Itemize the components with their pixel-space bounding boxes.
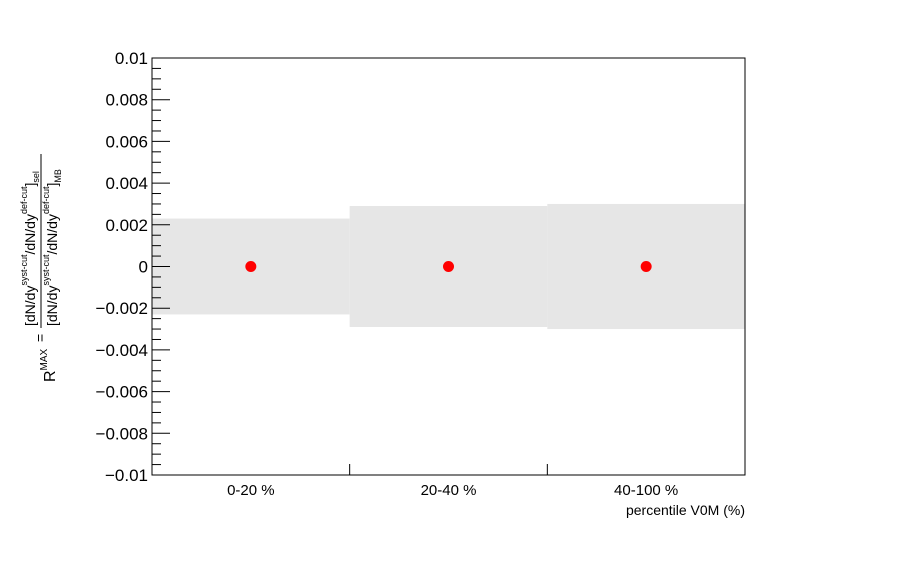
x-tick-label: 40-100 % <box>614 482 678 499</box>
y-tick-label: 0.006 <box>105 132 148 151</box>
y-tick-label: 0.002 <box>105 216 148 235</box>
y-tick-labels: 0.01 0.008 0.006 0.004 0.002 0 −0.002 −0.004 −0.… <box>96 49 148 485</box>
x-tick-label: 20-40 % <box>421 482 477 499</box>
y-title-equals: = <box>32 334 48 342</box>
y-tick-label: −0.01 <box>105 466 148 485</box>
y-tick-label: −0.002 <box>96 299 148 318</box>
y-tick-label: 0 <box>139 258 148 277</box>
y-axis-title: RMAX = [dN/dysyst-cut/dN/dydef-cut]sel [… <box>19 154 63 382</box>
x-tick-labels: 0-20 % 20-40 % 40-100 % <box>227 482 678 499</box>
axes <box>151 57 746 476</box>
y-tick-label: −0.008 <box>96 424 148 443</box>
y-tick-label: −0.006 <box>96 383 148 402</box>
data-point-2 <box>640 261 652 272</box>
y-tick-label: 0.01 <box>115 49 148 68</box>
x-axis-title: percentile V0M (%) <box>626 502 745 518</box>
y-tick-label: 0.008 <box>105 91 148 110</box>
data-points <box>245 261 652 272</box>
data-point-0 <box>245 261 257 272</box>
y-title-numerator: [dN/dysyst-cut/dN/dydef-cut]sel <box>19 171 41 326</box>
y-title-prefix: RMAX <box>39 348 59 382</box>
y-title-denominator: [dN/dysyst-cut/dN/dydef-cut]MB <box>41 169 63 326</box>
y-tick-label: 0.004 <box>105 174 148 193</box>
x-tick-label: 0-20 % <box>227 482 275 499</box>
y-tick-label: −0.004 <box>96 341 148 360</box>
data-point-1 <box>443 261 454 272</box>
